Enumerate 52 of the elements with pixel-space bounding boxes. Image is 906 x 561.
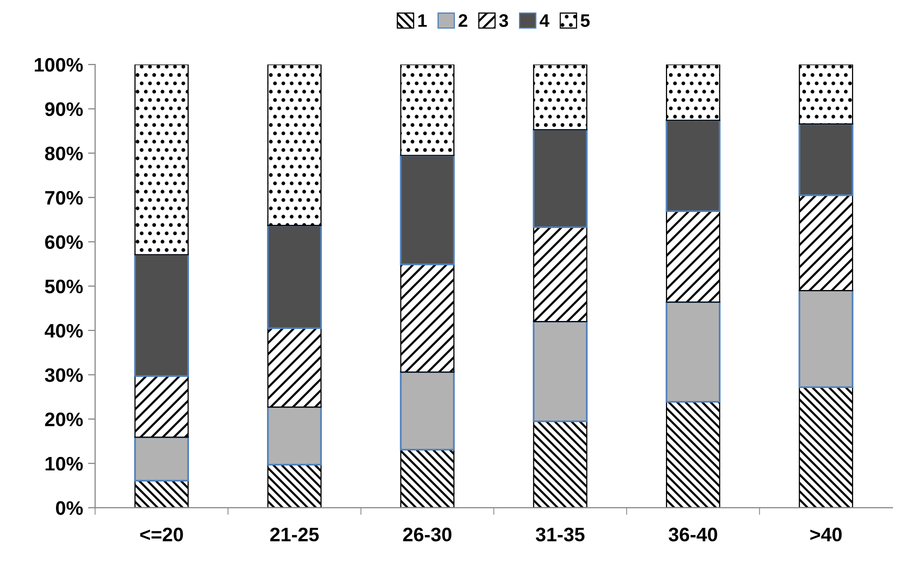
y-tick-label: 90% bbox=[45, 102, 83, 116]
bar bbox=[267, 464, 322, 508]
legend-label: 5 bbox=[580, 14, 590, 27]
bar bbox=[400, 154, 455, 266]
x-tick-label: >40 bbox=[810, 528, 842, 542]
bar bbox=[267, 406, 322, 466]
y-tick-label: 0% bbox=[56, 501, 83, 515]
bar bbox=[533, 64, 588, 130]
bar bbox=[400, 449, 454, 508]
bar bbox=[267, 328, 322, 408]
bar bbox=[532, 128, 588, 228]
x-tick-label: 31-35 bbox=[536, 528, 585, 542]
y-tick-label: 70% bbox=[45, 190, 83, 205]
y-tick-label: 80% bbox=[45, 146, 83, 160]
bar bbox=[134, 254, 189, 377]
bar bbox=[666, 210, 720, 303]
bar bbox=[666, 301, 720, 403]
x-tick-label: <=20 bbox=[140, 528, 183, 542]
bar bbox=[533, 420, 588, 508]
bar bbox=[267, 224, 322, 330]
bar bbox=[134, 480, 189, 508]
legend-label: 2 bbox=[458, 14, 468, 27]
bar bbox=[666, 64, 720, 121]
bar bbox=[798, 123, 854, 196]
bar bbox=[400, 64, 454, 156]
legend-label: 4 bbox=[540, 14, 550, 27]
bar bbox=[666, 120, 720, 212]
y-tick-label: 60% bbox=[45, 235, 83, 250]
x-tick-label: 21-25 bbox=[270, 528, 319, 542]
y-tick-label: 50% bbox=[45, 280, 83, 294]
y-tick-label: 20% bbox=[45, 412, 83, 426]
bar bbox=[798, 64, 854, 124]
bar bbox=[134, 64, 189, 256]
bar bbox=[798, 386, 854, 508]
bar bbox=[798, 290, 854, 388]
bar bbox=[134, 376, 189, 438]
legend-label: 1 bbox=[418, 14, 427, 27]
bar bbox=[798, 194, 854, 292]
bar bbox=[267, 64, 322, 226]
x-tick-label: 26-30 bbox=[403, 528, 452, 542]
y-tick-label: 30% bbox=[44, 368, 83, 382]
x-tick-label: 36-40 bbox=[668, 528, 718, 542]
bar bbox=[666, 401, 720, 508]
bar bbox=[134, 436, 189, 482]
bar bbox=[400, 371, 455, 450]
legend-label: 3 bbox=[499, 14, 508, 27]
y-tick-label: 100% bbox=[34, 58, 83, 72]
y-tick-label: 10% bbox=[46, 456, 83, 471]
y-tick-label: 40% bbox=[44, 324, 83, 338]
bar bbox=[533, 226, 588, 322]
bar bbox=[532, 320, 588, 422]
bar bbox=[400, 264, 454, 373]
